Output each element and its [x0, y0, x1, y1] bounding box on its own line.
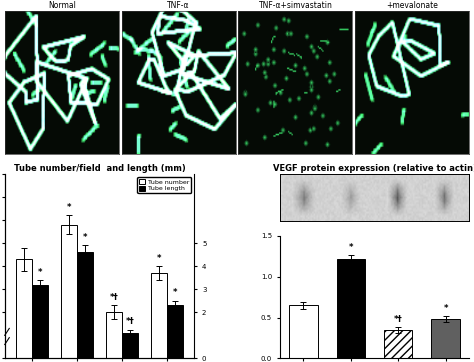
Bar — [337, 259, 365, 358]
Title: Normal: Normal — [48, 1, 76, 10]
Text: *†: *† — [126, 317, 135, 326]
Bar — [61, 225, 77, 358]
Legend: Tube number, Tube length: Tube number, Tube length — [137, 177, 191, 193]
Bar — [16, 259, 32, 358]
Text: *: * — [67, 203, 71, 212]
Bar — [106, 312, 122, 358]
Bar — [77, 252, 93, 358]
Title: TNF-α: TNF-α — [167, 1, 190, 10]
Title: TNF-α+simvastatin: TNF-α+simvastatin — [258, 1, 332, 10]
Text: *: * — [348, 243, 353, 252]
Bar — [167, 306, 183, 358]
Text: *: * — [37, 268, 42, 277]
Text: *: * — [82, 233, 87, 242]
Title: VEGF protein expression (relative to actin): VEGF protein expression (relative to act… — [273, 164, 474, 173]
Text: *†: *† — [110, 293, 118, 302]
Bar — [431, 319, 460, 358]
Title: TNF-α+simvastatin
+mevalonate: TNF-α+simvastatin +mevalonate — [375, 0, 449, 10]
Bar — [122, 333, 138, 358]
Text: *: * — [173, 288, 177, 297]
Title: Tube number/field  and length (mm): Tube number/field and length (mm) — [14, 164, 185, 173]
Text: *: * — [157, 254, 162, 263]
Text: *†: *† — [394, 315, 402, 324]
Bar — [384, 330, 412, 358]
Bar — [289, 305, 318, 358]
Bar — [152, 273, 167, 358]
Text: *: * — [443, 304, 448, 313]
Bar — [32, 285, 47, 358]
